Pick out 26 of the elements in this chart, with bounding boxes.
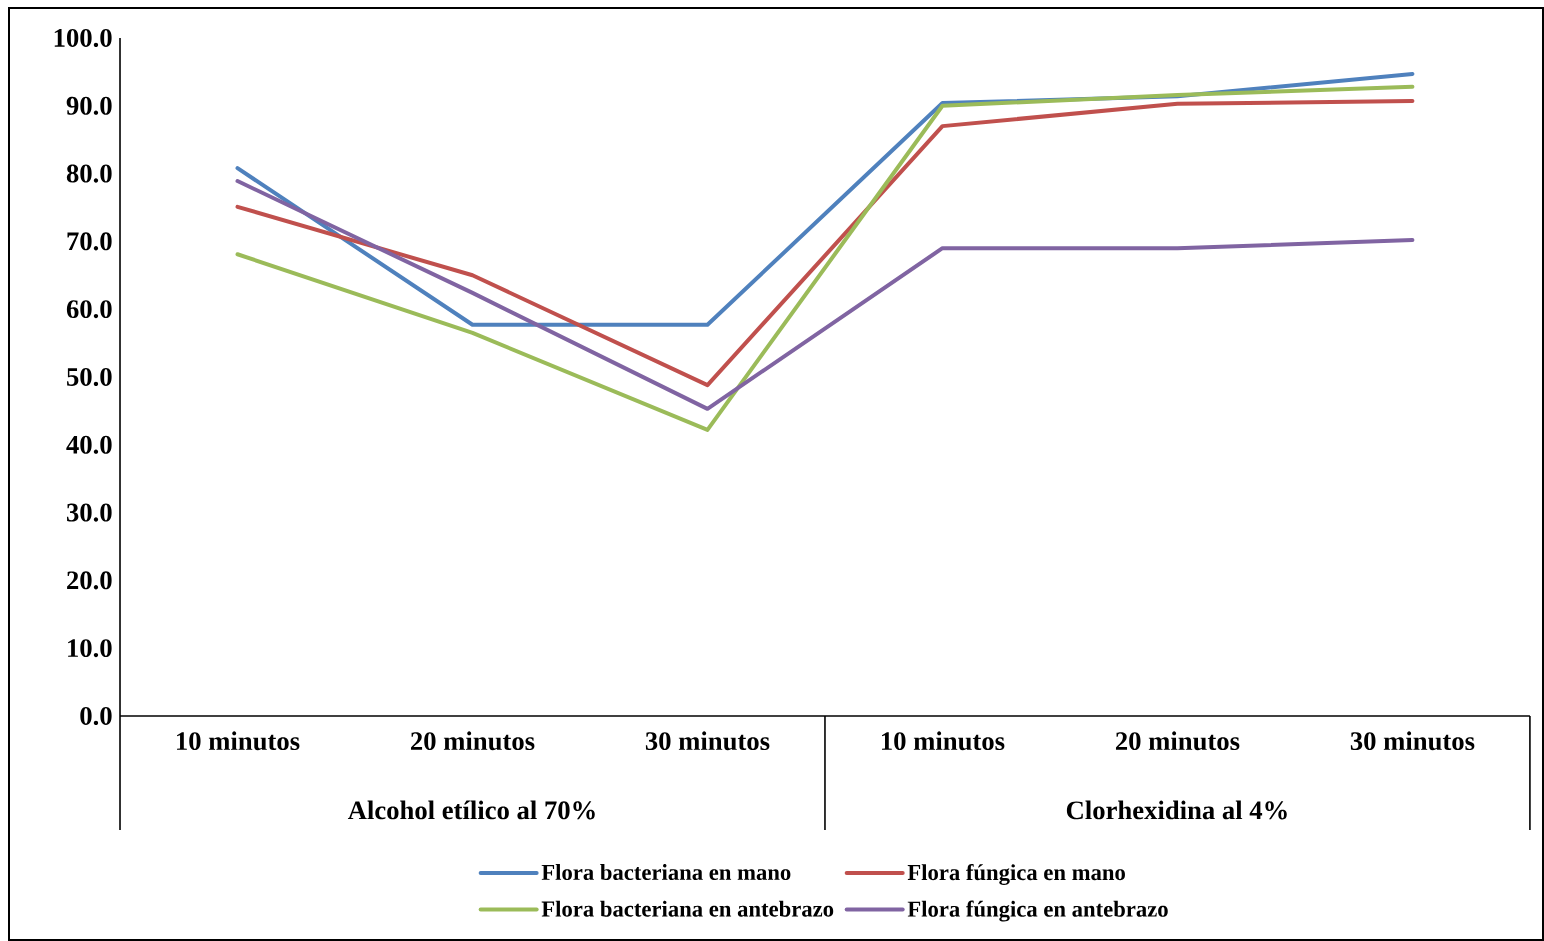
x-tick-label: 10 minutos	[177, 731, 300, 751]
x-tick-label: 20 minutos	[1115, 731, 1240, 751]
text: Clorhexidina al 4%	[1066, 800, 1287, 820]
y-tick-label: 30.0	[66, 503, 112, 522]
y-tick-label: 80.0	[66, 164, 112, 183]
x-tick-label: 20 minutos	[411, 731, 535, 751]
y-tick-label: 50.0	[67, 367, 112, 387]
y-tick-label: 90.0	[66, 96, 112, 115]
legend-label: Flora bacteriana en antebrazo	[541, 900, 834, 917]
x-tick-label: 30 minutos	[1350, 731, 1475, 751]
y-tick-label: 40.0	[66, 435, 112, 454]
legend-label: Flora fúngica en antebrazo	[907, 900, 1168, 922]
y-tick-label: 70.0	[67, 232, 112, 251]
x-tick-label: 30 minutos	[645, 731, 770, 751]
y-tick-label: 100.0	[54, 28, 112, 48]
text: Alcohol etílico al 70%	[347, 800, 595, 820]
y-tick-label: 20.0	[67, 571, 112, 590]
line-series	[235, 179, 1415, 411]
line-series	[235, 84, 1415, 432]
line-series	[235, 99, 1415, 388]
legend-label: Flora bacteriana en mano	[541, 864, 791, 881]
y-tick-label: 10.0	[68, 639, 112, 658]
legend-label: Flora fúngica en mano	[907, 863, 1125, 885]
y-tick-label: 60.0	[66, 300, 112, 319]
x-tick-label: 10 minutos	[881, 731, 1005, 751]
y-tick-label: 0.0	[80, 706, 112, 726]
